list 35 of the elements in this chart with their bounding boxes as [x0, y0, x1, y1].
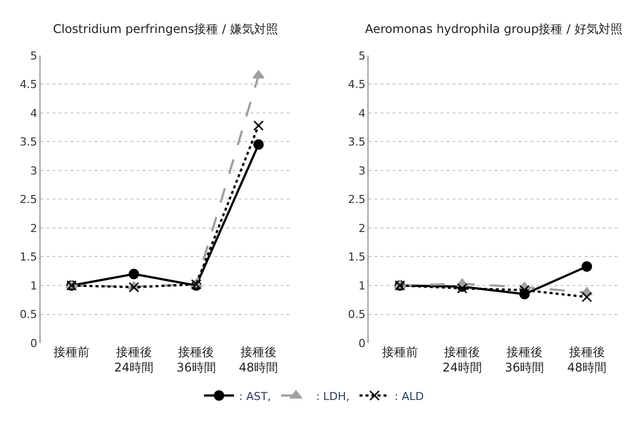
y-tick-label: 0.5 — [348, 308, 366, 322]
chart-title: Aeromonas hydrophila group接種 / 好気対照 — [365, 22, 622, 36]
y-tick-label: 0 — [30, 336, 38, 350]
y-tick-label: 3.5 — [348, 136, 366, 149]
y-tick-label: 2.5 — [20, 193, 38, 206]
x-tick-label: 接種後 24時間 — [442, 345, 482, 375]
y-tick-label: 1 — [358, 279, 366, 292]
chart-title: Clostridium perfringens接種 / 嫌気対照 — [53, 22, 278, 36]
x-tick-label: 接種後 24時間 — [114, 345, 154, 375]
y-tick-label: 1.5 — [20, 250, 38, 264]
x-tick-label: 接種前 — [382, 345, 418, 360]
y-tick-label: 5 — [358, 49, 366, 62]
x-tick-label: 接種前 — [54, 345, 90, 360]
y-tick-label: 4 — [358, 106, 366, 120]
y-tick-label: 1 — [30, 279, 38, 292]
x-tick-label: 接種後 36時間 — [176, 345, 216, 375]
x-tick-label: 接種後 48時間 — [567, 345, 606, 375]
y-tick-label: 5 — [30, 49, 38, 62]
legend-label: : AST, — [239, 390, 271, 403]
y-tick-label: 1.5 — [348, 250, 366, 264]
x-tick-label: 接種後 48時間 — [238, 345, 278, 375]
x-tick-label: 接種後 36時間 — [504, 345, 544, 375]
legend-label: : LDH, — [316, 390, 350, 403]
y-tick-label: 4.5 — [348, 78, 366, 92]
legend-label: : ALD — [394, 390, 424, 403]
y-tick-label: 2.5 — [348, 193, 366, 206]
y-tick-label: 4 — [30, 106, 38, 120]
y-tick-label: 3 — [358, 164, 366, 178]
y-tick-label: 4.5 — [20, 78, 38, 92]
y-tick-label: 3 — [30, 164, 38, 178]
y-tick-label: 2 — [358, 222, 366, 235]
y-tick-label: 0 — [358, 336, 366, 350]
y-tick-label: 3.5 — [20, 136, 38, 149]
y-tick-label: 0.5 — [20, 308, 38, 322]
y-tick-label: 2 — [30, 222, 38, 235]
